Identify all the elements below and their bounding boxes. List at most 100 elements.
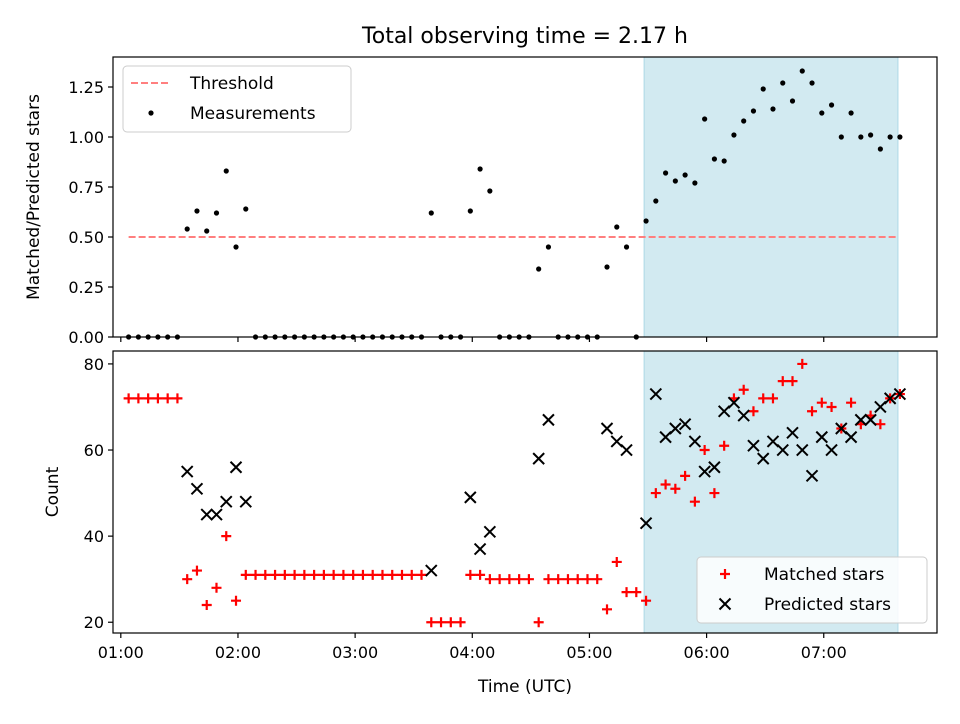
measurement-point [692,180,698,186]
matched-star-point [162,393,173,404]
measurement-point [604,264,610,270]
predicted-star-point [698,465,711,478]
matched-star-point [250,569,261,580]
measurement-point [848,110,854,116]
matched-star-point [650,488,661,499]
matched-star-point [562,574,573,585]
matched-star-point [758,393,769,404]
measurement-point [194,208,200,214]
matched-star-point [309,569,320,580]
measurement-point [243,206,249,212]
predicted-star-point [688,435,702,448]
measurement-point [662,170,669,176]
y-tick-label: 0.25 [68,278,104,297]
legend-label: Predicted stars [764,595,891,615]
measurement-point [213,210,220,216]
matched-star-point [201,600,212,611]
matched-star-point [299,569,310,580]
measurement-point [731,132,737,138]
matched-star-point [602,604,613,615]
legend-label: Matched stars [764,565,884,585]
legend-matched-swatch [720,569,730,579]
predicted-star-point [229,461,243,474]
predicted-star-point [610,435,623,448]
measurement-point [233,244,239,250]
y-tick-label: 40 [84,527,104,546]
matched-star-point [377,569,388,580]
measurement-point [545,244,552,250]
y-tick-label: 60 [84,441,104,460]
bottom-y-axis-label: Count [43,466,63,517]
legend: Matched stars Predicted stars [696,556,928,624]
matched-star-point [846,397,857,408]
matched-star-point [611,556,622,567]
matched-star-point [191,565,202,576]
predicted-star-point [864,413,877,427]
panel-ratio: 0.00 0.25 0.50 0.75 1.00 1.25 Threshold Measure… [68,56,938,347]
predicted-star-point [620,443,633,457]
matched-star-point [699,445,710,456]
predicted-star-point [210,508,223,521]
measurement-point [536,266,542,272]
matched-star-point [777,376,788,387]
matched-star-point [426,617,437,628]
matched-star-point [475,569,486,580]
observing-window-shade [643,56,899,338]
predicted-star-point [542,413,555,427]
measurement-point [877,146,883,152]
matched-star-point [289,569,300,580]
matched-star-point [582,574,593,585]
matched-star-point [231,595,242,606]
predicted-star-point [649,387,663,401]
predicted-star-point [893,387,907,401]
measurement-point [487,188,493,194]
predicted-star-point [483,525,497,539]
predicted-star-point [220,495,233,508]
x-tick-label: 02:00 [215,643,261,662]
matched-star-point [367,569,378,580]
matched-star-point [396,569,407,580]
matched-star-point [406,569,417,580]
legend-label: Measurements [190,104,316,124]
x-axis-label: Time (UTC) [477,677,572,697]
matched-star-point [484,574,495,585]
matched-star-point [748,406,759,417]
measurement-point [428,210,434,216]
top-y-axis-label: Matched/Predicted stars [24,94,44,300]
predicted-star-point [464,491,477,504]
matched-star-point [553,574,564,585]
predicted-star-point [786,426,799,440]
measurement-point [682,172,688,178]
predicted-star-point [659,430,672,444]
measurement-point [858,134,864,140]
matched-star-point [318,569,329,580]
matched-star-point [436,617,447,628]
predicted-star-point [639,517,653,530]
x-tick-label: 01:00 [98,643,144,662]
axes-frame [112,350,938,634]
legend-predicted-swatch [718,597,732,611]
matched-star-point [270,569,281,580]
axes-frame [112,56,938,338]
measurement-point [799,68,805,74]
matched-star-point [572,574,583,585]
matched-star-point [533,617,544,628]
matched-star-point [680,470,691,481]
legend: Threshold Measurements [122,65,352,133]
matched-star-point [221,531,232,542]
legend-label: Threshold [189,74,274,94]
measurement-point [750,108,757,114]
measurement-point [868,132,874,138]
measurement-point [614,224,620,230]
matched-star-point [787,376,798,387]
matched-star-point [826,401,837,412]
predicted-star-point [805,469,819,483]
measurement-point [809,80,815,86]
y-tick-label: 1.25 [68,78,104,97]
predicted-star-point [835,422,848,435]
matched-star-point [660,479,671,490]
matched-star-point [494,574,505,585]
matched-star-point [523,574,534,585]
